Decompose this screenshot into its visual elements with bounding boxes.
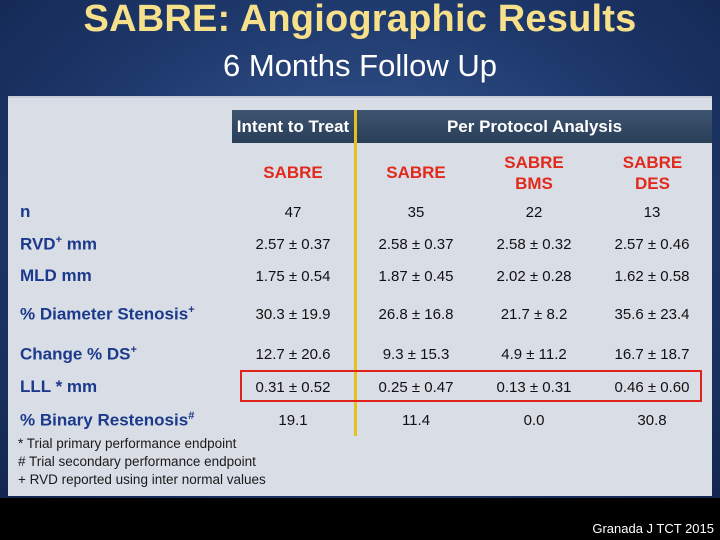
- header-per-protocol: Per Protocol Analysis: [446, 117, 623, 136]
- table-cell: 2.58 ± 0.37: [378, 236, 454, 253]
- table-cell: 13: [643, 204, 661, 221]
- table-cell: 2.57 ± 0.37: [255, 236, 331, 253]
- row-label-change-ds: Change % DS+: [20, 344, 137, 364]
- column-divider: [354, 110, 357, 436]
- column-header: SABRE: [232, 162, 354, 183]
- row-label-rvd: RVD+ mm: [20, 234, 97, 254]
- row-label-diameter-stenosis: % Diameter Stenosis+: [20, 304, 195, 324]
- table-cell: 0.0: [523, 412, 545, 429]
- table-cell: 16.7 ± 18.7: [614, 346, 690, 363]
- table-cell: 35: [407, 204, 425, 221]
- column-header: SABRE DES: [593, 152, 712, 194]
- table-cell: 1.87 ± 0.45: [378, 268, 454, 285]
- table-cell: 21.7 ± 8.2: [500, 306, 568, 323]
- table-cell: 0.46 ± 0.60: [614, 379, 690, 396]
- row-label-mld: MLD mm: [20, 266, 92, 285]
- table-cell: 30.3 ± 19.9: [255, 306, 331, 323]
- column-header-line2: BMS: [515, 174, 553, 193]
- column-header: SABRE BMS: [475, 152, 593, 194]
- column-header-line1: SABRE: [504, 153, 564, 172]
- results-table: Intent to Treat Per Protocol Analysis SA…: [8, 96, 712, 496]
- table-cell: 26.8 ± 16.8: [378, 306, 454, 323]
- column-header-line1: SABRE: [263, 163, 323, 182]
- table-cell: 2.02 ± 0.28: [496, 268, 572, 285]
- table-cell: 0.25 ± 0.47: [378, 379, 454, 396]
- table-cell: 47: [284, 204, 302, 221]
- table-cell: 30.8: [637, 412, 667, 429]
- column-header-line2: DES: [635, 174, 670, 193]
- table-cell: 11.4: [401, 412, 431, 429]
- table-cell: 4.9 ± 11.2: [501, 346, 567, 363]
- table-cell: 1.75 ± 0.54: [255, 268, 331, 285]
- footnote-rvd: + RVD reported using inter normal values: [18, 472, 266, 487]
- table-cell: 0.31 ± 0.52: [255, 379, 331, 396]
- slide-subtitle: 6 Months Follow Up: [223, 48, 497, 83]
- table-cell: 35.6 ± 23.4: [614, 306, 690, 323]
- table-cell: 1.62 ± 0.58: [614, 268, 690, 285]
- table-cell: 0.13 ± 0.31: [496, 379, 572, 396]
- row-label-binary-restenosis: % Binary Restenosis#: [20, 410, 195, 430]
- column-header-line1: SABRE: [622, 153, 683, 172]
- table-header-band: [232, 110, 712, 143]
- table-cell: 12.7 ± 20.6: [255, 346, 331, 363]
- footnote-primary: * Trial primary performance endpoint: [18, 436, 237, 451]
- table-cell: 2.57 ± 0.46: [614, 236, 690, 253]
- table-cell: 9.3 ± 15.3: [382, 346, 450, 363]
- table-cell: 19.1: [278, 412, 308, 429]
- column-header: SABRE: [357, 162, 475, 183]
- table-cell: 2.58 ± 0.32: [496, 236, 572, 253]
- footnote-secondary: # Trial secondary performance endpoint: [18, 454, 256, 469]
- source-credit: Granada J TCT 2015: [592, 521, 714, 536]
- row-label-lll: LLL * mm: [20, 377, 98, 396]
- row-label-n: n: [20, 202, 31, 221]
- table-cell: 22: [525, 204, 543, 221]
- slide-title: SABRE: Angiographic Results: [83, 0, 637, 40]
- slide-background: SABRE: Angiographic Results 6 Months Fol…: [0, 0, 720, 498]
- footnotes: * Trial primary performance endpoint # T…: [18, 435, 266, 489]
- header-intent-to-treat: Intent to Treat: [236, 117, 350, 136]
- lll-highlight-box: [240, 370, 702, 402]
- column-header-line1: SABRE: [386, 163, 446, 182]
